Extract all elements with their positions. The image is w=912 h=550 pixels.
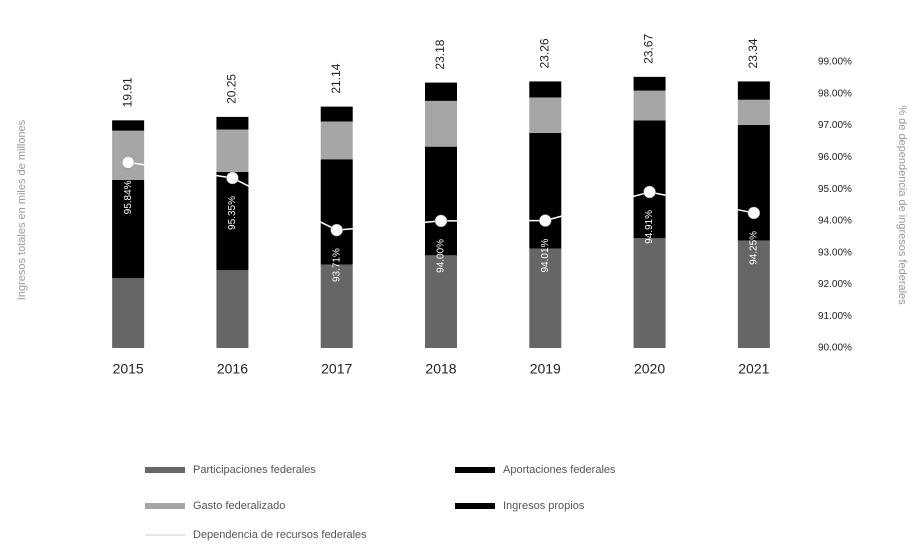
value-label: 94.91% xyxy=(644,210,655,244)
bar-segment xyxy=(737,81,770,100)
x-tick-label: 2018 xyxy=(425,361,456,377)
bar-segment xyxy=(216,129,249,172)
bar-segment xyxy=(425,255,457,348)
bar-segment xyxy=(216,171,249,271)
value-label: 94.01% xyxy=(540,239,551,273)
total-label: 21.14 xyxy=(329,63,343,93)
legend-swatch xyxy=(455,467,495,473)
y2-axis-title: % de dependencia de ingresos federales xyxy=(896,105,908,305)
bar-segment xyxy=(112,120,145,131)
bar-segment xyxy=(737,99,770,125)
bar-segment xyxy=(320,264,353,348)
y2-tick-label: 92.00% xyxy=(818,279,852,290)
y2-tick-label: 91.00% xyxy=(818,311,852,322)
y2-tick-label: 99.00% xyxy=(818,57,852,68)
dependency-point xyxy=(747,206,761,220)
legend-label: Aportaciones federales xyxy=(503,464,616,476)
bar-segment xyxy=(112,179,145,279)
bar-segment xyxy=(425,82,457,101)
total-label: 23.26 xyxy=(537,38,551,68)
value-label: 94.25% xyxy=(748,231,759,265)
dependency-point xyxy=(121,156,135,169)
x-tick-label: 2019 xyxy=(530,361,561,377)
total-label: 23.34 xyxy=(746,38,760,68)
legend-swatch xyxy=(455,503,495,509)
x-tick-label: 2017 xyxy=(321,361,352,377)
value-label: 95.35% xyxy=(227,196,238,230)
bar-segment xyxy=(320,121,353,160)
y2-tick-label: 96.00% xyxy=(818,152,852,163)
y2-tick-label: 97.00% xyxy=(818,120,852,131)
legend-swatch xyxy=(145,467,185,473)
bar-segment xyxy=(425,146,457,256)
bar-segment xyxy=(633,90,666,121)
bar-segment xyxy=(529,81,562,98)
legend-label: Dependencia de recursos federales xyxy=(193,529,367,541)
legend-label: Gasto federalizado xyxy=(193,500,285,512)
dependency-point xyxy=(539,214,552,227)
x-tick-label: 2015 xyxy=(113,361,144,377)
bar-segment xyxy=(216,270,249,348)
bar-segment xyxy=(529,132,562,249)
value-label: 95.84% xyxy=(123,180,134,214)
bar-segment xyxy=(633,120,666,239)
x-tick-label: 2016 xyxy=(217,361,248,377)
bar-segment xyxy=(633,76,666,91)
total-label: 19.91 xyxy=(120,77,134,107)
bar-segment xyxy=(216,116,249,130)
dependency-point xyxy=(434,214,448,228)
bar-segment xyxy=(737,240,770,348)
y2-tick-label: 95.00% xyxy=(818,184,852,195)
bar-segment xyxy=(633,238,666,348)
dependency-point xyxy=(226,171,239,185)
value-label: 93.71% xyxy=(331,248,342,282)
bar-segment xyxy=(529,248,562,348)
bar-segment xyxy=(112,278,145,348)
dependency-point xyxy=(643,185,656,199)
bar-segment xyxy=(529,97,562,133)
y2-tick-label: 93.00% xyxy=(818,247,852,258)
y2-tick-label: 98.00% xyxy=(818,88,852,99)
total-label: 23.18 xyxy=(433,39,447,69)
y2-tick-label: 90.00% xyxy=(818,343,852,354)
bar-segment xyxy=(112,130,145,180)
total-label: 23.67 xyxy=(642,34,656,64)
legend-label: Participaciones federales xyxy=(193,464,316,476)
dependency-point xyxy=(330,223,343,237)
bar-segment xyxy=(425,100,457,147)
legend-swatch xyxy=(145,503,185,509)
bar-segment xyxy=(737,124,770,241)
bar-segment xyxy=(320,106,353,122)
y2-tick-label: 94.00% xyxy=(818,216,852,227)
bar-segment xyxy=(320,159,353,265)
value-label: 94.00% xyxy=(436,239,447,273)
y-axis-title: Ingresos totales en miles de millones xyxy=(16,119,28,300)
x-tick-label: 2021 xyxy=(738,361,769,377)
total-label: 20.25 xyxy=(225,74,239,104)
x-tick-label: 2020 xyxy=(634,361,665,377)
legend-label: Ingresos propios xyxy=(503,500,585,512)
